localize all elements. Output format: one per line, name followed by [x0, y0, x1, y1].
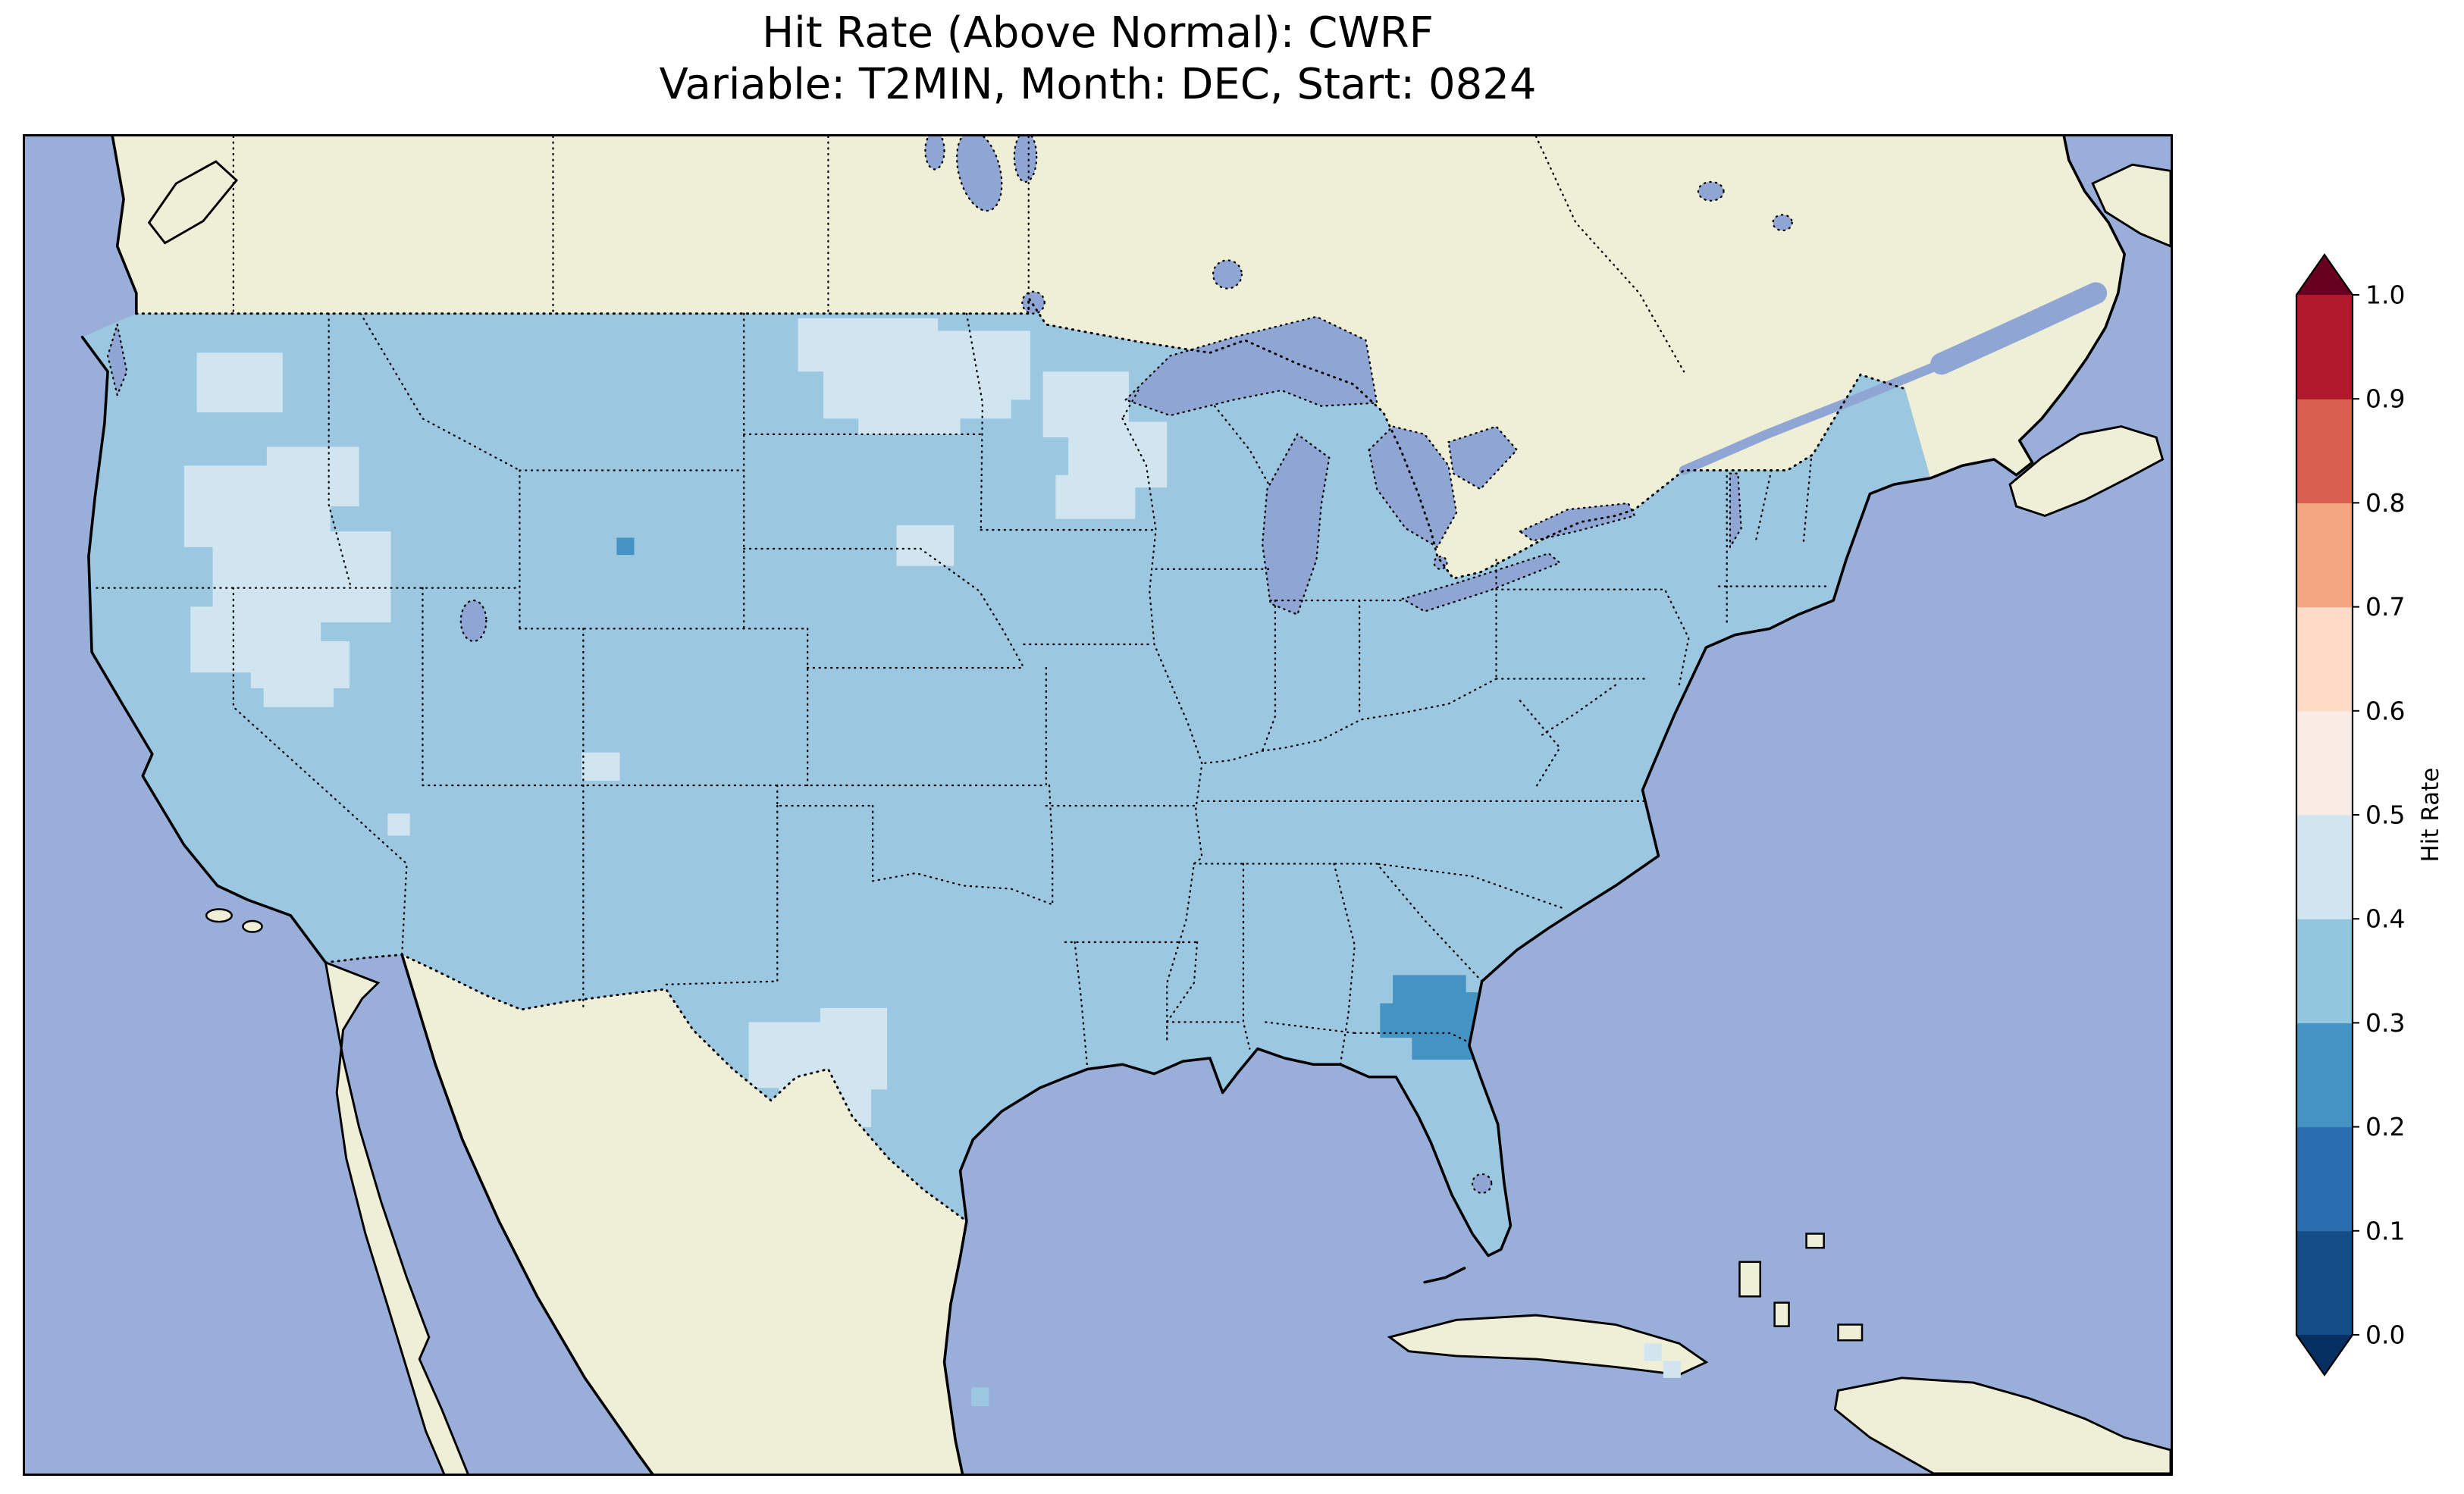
map [25, 136, 2171, 1474]
colorbar: 0.0 0.1 0.2 0.3 0.4 0.5 0.6 0.7 0.8 0.9 1.0 Hit Ra… [2295, 253, 2444, 1377]
svg-text:0.9: 0.9 [2365, 384, 2405, 414]
svg-text:0.7: 0.7 [2365, 592, 2405, 622]
mexico-land [402, 954, 967, 1474]
cuba [1387, 1314, 1709, 1377]
bahama-island [1738, 1261, 1762, 1298]
svg-text:1.0: 1.0 [2365, 280, 2405, 310]
svg-text:0.6: 0.6 [2365, 696, 2405, 725]
lake-winnipeg [955, 136, 1003, 212]
lake-champlain [1729, 472, 1742, 551]
lake-nipigon [1212, 259, 1243, 290]
figure-title: Hit Rate (Above Normal): CWRF Variable: … [23, 8, 2173, 111]
title-line-1: Hit Rate (Above Normal): CWRF [762, 8, 1434, 58]
coastlines [80, 136, 2126, 1474]
map-axes [23, 134, 2173, 1476]
national-borders [135, 294, 1907, 1223]
colorbar-label: Hit Rate [2417, 767, 2444, 862]
great-salt-lake [459, 599, 487, 643]
lake-okeechobee [1471, 1173, 1493, 1194]
svg-text:0.0: 0.0 [2365, 1320, 2405, 1350]
stray-data-cell [971, 1387, 989, 1407]
land-no-data [112, 136, 2171, 1474]
vancouver-island [147, 160, 239, 245]
baja-california [324, 960, 469, 1474]
bahama-island [1773, 1301, 1790, 1327]
lake-manitoba [924, 136, 945, 171]
quebec-lake [1772, 214, 1793, 232]
bahama-island [1805, 1232, 1825, 1249]
svg-text:0.2: 0.2 [2365, 1112, 2405, 1142]
quebec-lake [1697, 180, 1725, 202]
lake-st-clair [1433, 556, 1448, 570]
svg-text:0.1: 0.1 [2365, 1216, 2405, 1245]
canada-land [112, 136, 2125, 579]
channel-island [242, 919, 263, 933]
lakes [106, 136, 1793, 1194]
colorbar-segments [2296, 255, 2353, 1375]
svg-text:0.5: 0.5 [2365, 800, 2405, 830]
nova-scotia [2008, 425, 2165, 517]
colorbar-ticks: 0.0 0.1 0.2 0.3 0.4 0.5 0.6 0.7 0.8 0.9 1.0 [2353, 280, 2405, 1350]
channel-island [205, 908, 233, 923]
svg-text:0.8: 0.8 [2365, 488, 2405, 518]
bahama-island [1837, 1323, 1864, 1342]
hispaniola [1833, 1377, 2171, 1474]
lake-of-the-woods [1021, 290, 1045, 315]
svg-text:0.4: 0.4 [2365, 904, 2405, 934]
puget-sound [106, 324, 128, 398]
great-lakes [1124, 315, 1636, 616]
newfoundland [2091, 163, 2171, 248]
pale-cells-offshore [1644, 1343, 1681, 1378]
pale-patches [183, 318, 1168, 1127]
svg-text:0.3: 0.3 [2365, 1008, 2405, 1038]
state-borders [96, 136, 1832, 1070]
title-line-2: Variable: T2MIN, Month: DEC, Start: 0824 [659, 60, 1537, 110]
lake-winnipegosis [1013, 136, 1038, 183]
st-lawrence-river [1679, 282, 2108, 475]
